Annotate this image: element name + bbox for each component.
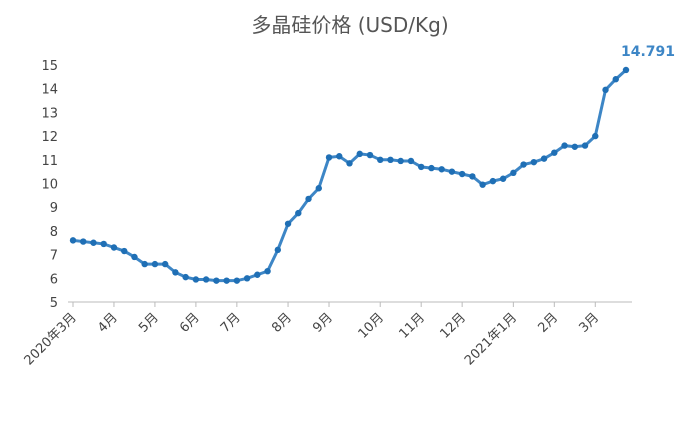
x-tick-label: 2020年3月 bbox=[22, 310, 80, 368]
x-tick-label: 2021年1月 bbox=[462, 310, 520, 368]
x-tick-label: 12月 bbox=[437, 310, 468, 341]
data-point bbox=[243, 275, 251, 282]
data-point bbox=[397, 157, 404, 165]
y-tick-label: 8 bbox=[50, 225, 58, 240]
data-point bbox=[417, 163, 425, 171]
data-point bbox=[305, 195, 312, 203]
y-tick-label: 9 bbox=[50, 201, 58, 216]
y-tick-label: 11 bbox=[41, 154, 58, 169]
data-point bbox=[407, 157, 415, 165]
data-point bbox=[69, 237, 77, 244]
data-point bbox=[131, 253, 138, 261]
y-tick-label: 6 bbox=[50, 272, 58, 287]
data-point bbox=[571, 143, 578, 150]
data-point bbox=[100, 240, 107, 248]
data-point bbox=[315, 185, 322, 192]
data-point bbox=[551, 149, 558, 156]
data-point bbox=[151, 260, 159, 268]
y-tick-label: 15 bbox=[41, 59, 58, 74]
data-point bbox=[499, 175, 507, 182]
data-point bbox=[377, 156, 384, 163]
data-point bbox=[295, 209, 302, 217]
x-tick-label: 8月 bbox=[269, 310, 295, 336]
data-point bbox=[612, 76, 619, 83]
data-point bbox=[346, 160, 353, 167]
data-point bbox=[233, 277, 241, 284]
data-point bbox=[469, 173, 476, 180]
data-point bbox=[530, 158, 538, 166]
data-point bbox=[561, 142, 568, 149]
chart-title: 多晶硅价格 (USD/Kg) bbox=[251, 13, 448, 37]
data-point bbox=[540, 155, 548, 162]
y-tick-label: 7 bbox=[50, 249, 58, 264]
data-point bbox=[213, 277, 220, 284]
data-point bbox=[264, 267, 271, 275]
data-point bbox=[356, 150, 363, 158]
data-point bbox=[121, 247, 128, 255]
data-point bbox=[202, 276, 210, 283]
y-tick-label: 12 bbox=[41, 130, 58, 145]
data-point bbox=[141, 260, 148, 268]
data-point bbox=[274, 246, 282, 254]
y-tick-label: 14 bbox=[41, 83, 58, 98]
y-tick-label: 5 bbox=[50, 296, 58, 311]
data-point bbox=[479, 181, 486, 188]
data-point bbox=[448, 168, 456, 175]
x-tick-label: 6月 bbox=[177, 310, 203, 336]
data-point bbox=[223, 277, 230, 284]
x-tick-label: 11月 bbox=[397, 310, 428, 341]
data-point bbox=[254, 271, 261, 278]
data-point bbox=[581, 142, 589, 149]
data-point bbox=[387, 156, 394, 163]
data-point bbox=[336, 153, 343, 160]
data-point bbox=[602, 86, 609, 94]
data-label: 14.791 bbox=[621, 44, 675, 60]
data-point bbox=[172, 269, 179, 276]
data-point bbox=[489, 177, 497, 185]
data-point bbox=[520, 161, 527, 168]
data-point bbox=[284, 220, 292, 227]
data-point bbox=[366, 151, 374, 159]
data-point bbox=[110, 244, 118, 251]
data-point bbox=[80, 238, 87, 245]
x-tick-label: 2月 bbox=[535, 310, 561, 336]
data-point bbox=[438, 166, 445, 173]
y-tick-label: 10 bbox=[41, 178, 58, 193]
x-tick-label: 9月 bbox=[310, 310, 336, 336]
x-tick-label: 5月 bbox=[136, 310, 162, 336]
data-point bbox=[182, 273, 189, 281]
x-tick-label: 4月 bbox=[95, 310, 121, 336]
data-point bbox=[192, 276, 200, 283]
y-tick-label: 13 bbox=[41, 106, 58, 121]
data-point bbox=[325, 154, 333, 161]
x-tick-label: 7月 bbox=[218, 310, 244, 336]
data-point bbox=[510, 169, 517, 177]
data-point bbox=[592, 132, 599, 140]
data-point bbox=[458, 170, 466, 178]
data-point bbox=[161, 260, 169, 268]
data-point bbox=[622, 66, 630, 74]
x-tick-label: 3月 bbox=[576, 310, 602, 336]
x-tick-label: 10月 bbox=[356, 310, 387, 341]
data-point bbox=[428, 164, 435, 172]
price-line bbox=[72, 68, 628, 283]
data-point bbox=[90, 239, 97, 246]
